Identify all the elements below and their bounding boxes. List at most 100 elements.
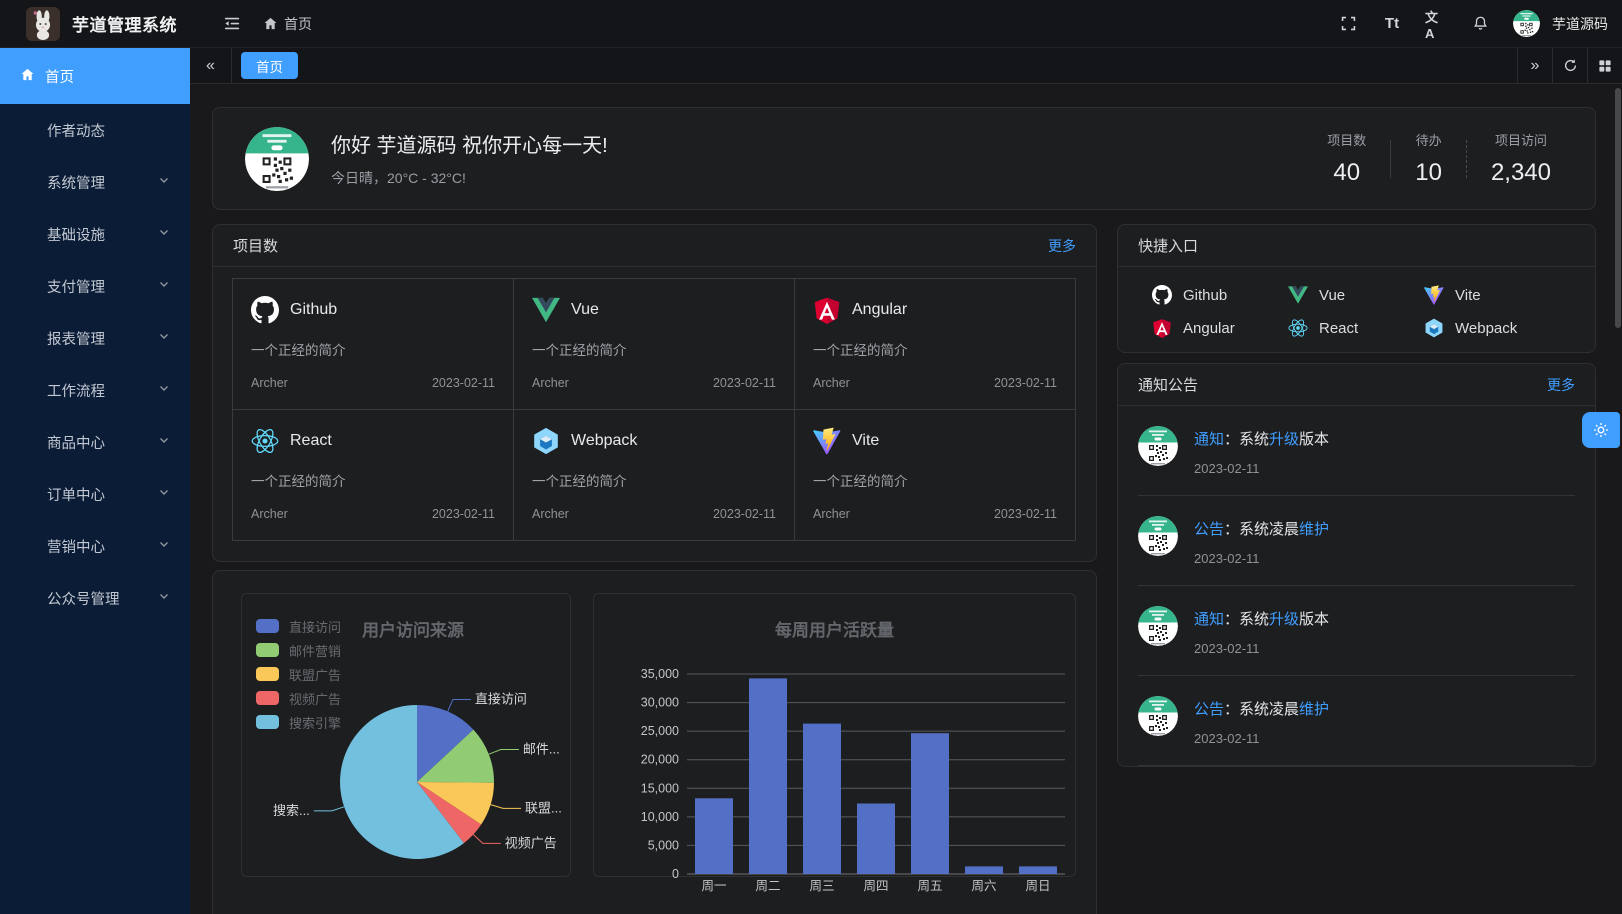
pie-label-line <box>488 749 519 755</box>
react-icon <box>1288 318 1308 338</box>
legend-item-邮件营销[interactable]: 邮件营销 <box>256 638 341 662</box>
pie-chart-card: 用户访问来源 直接访问 邮件营销 联盟广告 视频广告 搜索引擎 直接访问 邮件... 联盟.… <box>241 593 571 877</box>
notice-avatar <box>1138 696 1178 736</box>
language-icon[interactable]: 文A <box>1425 9 1439 41</box>
stat-0: 项目数 40 <box>1303 130 1390 187</box>
notice-avatar <box>1138 516 1178 556</box>
legend-swatch <box>256 667 279 681</box>
sidebar-item-4[interactable]: 支付管理 <box>0 260 190 312</box>
sidebar-item-label: 支付管理 <box>47 279 105 296</box>
project-desc: 一个正经的简介 <box>251 474 346 489</box>
x-axis-tick-label: 周一 <box>701 879 726 893</box>
github-icon <box>251 296 279 324</box>
sidebar-item-6[interactable]: 工作流程 <box>0 364 190 416</box>
shortcut-webpack[interactable]: Webpack <box>1424 318 1560 338</box>
sidebar-item-7[interactable]: 商品中心 <box>0 416 190 468</box>
vertical-scrollbar[interactable] <box>1615 88 1621 328</box>
stat-divider <box>1390 139 1392 178</box>
shortcut-vite[interactable]: Vite <box>1424 285 1560 305</box>
y-axis-tick-label: 15,000 <box>641 781 679 795</box>
shortcut-react[interactable]: React <box>1288 318 1424 338</box>
tab-bar: « 首页 » <box>190 47 1622 84</box>
project-name: Angular <box>852 301 908 318</box>
project-desc: 一个正经的简介 <box>532 343 627 358</box>
notice-title: 公告：系统凌晨维护 <box>1194 698 1329 719</box>
pie-slice-直接访问 <box>417 705 474 782</box>
topbar-actions: Tt 文A 芋道源码 <box>1337 9 1622 41</box>
user-avatar[interactable] <box>1513 10 1540 37</box>
tabs-scroll-left-icon[interactable]: « <box>190 47 232 84</box>
sidebar-item-label: 工作流程 <box>47 383 105 400</box>
tab-home[interactable]: 首页 <box>241 52 298 79</box>
y-axis-tick-label: 30,000 <box>641 696 679 710</box>
breadcrumb[interactable]: 首页 <box>263 14 312 34</box>
charts-container-card: 用户访问来源 直接访问 邮件营销 联盟广告 视频广告 搜索引擎 直接访问 邮件... 联盟.… <box>212 570 1097 914</box>
projects-more-link[interactable]: 更多 <box>1048 237 1076 254</box>
legend-item-视频广告[interactable]: 视频广告 <box>256 686 341 710</box>
webpack-icon <box>1424 318 1444 338</box>
notice-title-segment: ：系统 <box>1224 611 1270 628</box>
app-logo <box>26 6 60 41</box>
chevron-down-icon <box>158 486 170 502</box>
bar-周二 <box>749 678 787 874</box>
theme-settings-button[interactable] <box>1582 412 1620 448</box>
notice-item[interactable]: 通知：系统升级版本 2023-02-11 <box>1118 586 1595 676</box>
project-card-github[interactable]: Github 一个正经的简介 Archer 2023-02-11 <box>232 278 514 410</box>
legend-swatch <box>256 715 279 729</box>
gear-icon <box>1593 422 1609 438</box>
sidebar-item-2[interactable]: 系统管理 <box>0 156 190 208</box>
shortcut-vue[interactable]: Vue <box>1288 285 1424 305</box>
sidebar-item-5[interactable]: 报表管理 <box>0 312 190 364</box>
user-name[interactable]: 芋道源码 <box>1552 15 1608 32</box>
notice-item[interactable]: 公告：系统凌晨维护 2023-02-11 <box>1118 496 1595 586</box>
shortcut-github[interactable]: Github <box>1152 285 1288 305</box>
stat-label: 待办 <box>1415 133 1442 148</box>
project-card-angular[interactable]: Angular 一个正经的简介 Archer 2023-02-11 <box>794 278 1076 410</box>
sidebar: 首页 作者动态 系统管理 基础设施支付管理报表管理工作流程商品中心 订单中心 营销中心 公众… <box>0 48 190 914</box>
chevron-down-icon <box>158 382 170 398</box>
notice-item[interactable]: 通知：系统升级版本 2023-02-11 <box>1118 406 1595 496</box>
bar-chart-card: 每周用户活跃量 0 5,000 10,000 15,000 20,000 25,000 30… <box>593 593 1076 893</box>
welcome-avatar <box>245 127 309 191</box>
font-size-icon[interactable]: Tt <box>1384 15 1400 32</box>
project-card-webpack[interactable]: Webpack 一个正经的简介 Archer 2023-02-11 <box>513 409 795 541</box>
project-desc: 一个正经的简介 <box>251 343 346 358</box>
pie-slice-联盟广告 <box>417 782 494 825</box>
pie-label: 直接访问 <box>475 692 527 707</box>
notice-title-segment: 版本 <box>1299 431 1330 448</box>
notice-title-segment: 升级 <box>1269 431 1300 448</box>
y-axis-tick-label: 35,000 <box>641 667 679 681</box>
sidebar-item-9[interactable]: 营销中心 <box>0 520 190 572</box>
project-author: Archer <box>532 507 569 521</box>
notice-title-segment: 公告 <box>1194 701 1225 718</box>
tabs-scroll-right-icon[interactable]: » <box>1517 47 1552 84</box>
sidebar-item-3[interactable]: 基础设施 <box>0 208 190 260</box>
sidebar-item-8[interactable]: 订单中心 <box>0 468 190 520</box>
project-card-react[interactable]: React 一个正经的简介 Archer 2023-02-11 <box>232 409 514 541</box>
legend-item-搜索引擎[interactable]: 搜索引擎 <box>256 710 341 734</box>
divider <box>1138 675 1575 676</box>
project-desc: 一个正经的简介 <box>813 474 908 489</box>
sidebar-collapse-button[interactable] <box>219 11 245 37</box>
legend-item-联盟广告[interactable]: 联盟广告 <box>256 662 341 686</box>
pie-label: 联盟... <box>525 800 562 815</box>
stat-value: 2,340 <box>1490 159 1551 186</box>
layout-grid-icon[interactable] <box>1587 47 1622 84</box>
fullscreen-icon[interactable] <box>1337 13 1359 35</box>
shortcut-angular[interactable]: Angular <box>1152 318 1288 338</box>
legend-label: 联盟广告 <box>289 667 342 683</box>
sidebar-item-home[interactable]: 首页 <box>0 48 190 104</box>
project-card-vue[interactable]: Vue 一个正经的简介 Archer 2023-02-11 <box>513 278 795 410</box>
notice-item[interactable]: 公告：系统凌晨维护 2023-02-11 <box>1118 676 1595 766</box>
x-axis-tick-label: 周日 <box>1025 879 1050 893</box>
refresh-icon[interactable] <box>1552 47 1587 84</box>
sidebar-item-1[interactable]: 作者动态 <box>0 104 190 156</box>
vue-icon <box>532 296 560 324</box>
bell-icon[interactable] <box>1469 13 1491 35</box>
legend-label: 邮件营销 <box>289 643 342 659</box>
sidebar-item-10[interactable]: 公众号管理 <box>0 572 190 624</box>
notices-more-link[interactable]: 更多 <box>1547 376 1575 393</box>
project-card-vite[interactable]: Vite 一个正经的简介 Archer 2023-02-11 <box>794 409 1076 541</box>
legend-item-直接访问[interactable]: 直接访问 <box>256 614 341 638</box>
